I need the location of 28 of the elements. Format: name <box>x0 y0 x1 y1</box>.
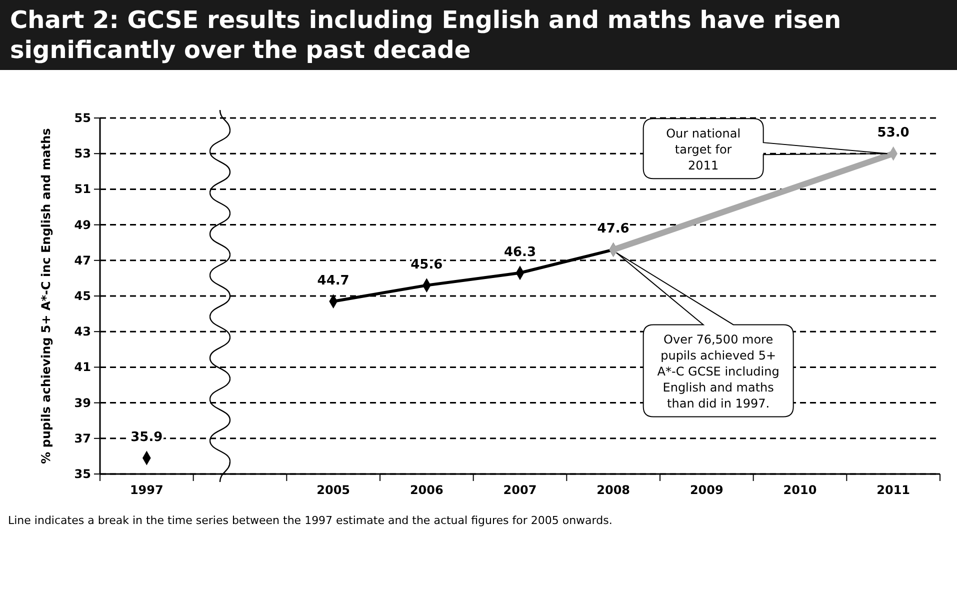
x-tick-label: 2007 <box>503 483 537 497</box>
data-label: 53.0 <box>877 126 910 141</box>
y-tick-label: 43 <box>74 324 91 339</box>
annotation: Over 76,500 more pupils achieved 5+ A*-C GCSE including English and maths than did in 1997. <box>657 332 780 411</box>
chart-title: Chart 2: GCSE results including English and maths have risen significantly over the past decade <box>10 6 842 64</box>
y-tick-label: 41 <box>74 360 91 374</box>
y-axis-title: % pupils achieving 5+ A*-C inc English and maths <box>39 128 53 464</box>
data-label: 46.3 <box>504 244 536 260</box>
annotation: Our national target for 2011 <box>666 126 741 173</box>
y-tick-label: 47 <box>74 253 91 268</box>
x-tick-label: 2006 <box>410 483 444 497</box>
x-tick-label: 2005 <box>316 483 350 497</box>
y-tick-label: 45 <box>74 289 91 303</box>
x-tick-label: 2008 <box>596 483 630 497</box>
text: Line indicates a break in the time series between the 1997 estimate and the actual figures for 2005 onwards. <box>8 514 612 527</box>
x-tick-label: 2011 <box>876 483 910 497</box>
y-tick-label: 37 <box>74 431 91 446</box>
data-label: 44.7 <box>317 273 350 288</box>
y-tick-label: 35 <box>74 467 91 481</box>
y-tick-label: 39 <box>74 396 91 410</box>
y-tick-label: 53 <box>74 146 91 161</box>
y-tick-label: 49 <box>74 218 91 232</box>
data-label: 45.6 <box>410 257 443 272</box>
y-tick-label: 51 <box>74 182 91 196</box>
y-tick-label: 55 <box>74 111 91 125</box>
x-tick-label: 1997 <box>130 483 164 497</box>
x-tick-label: 2010 <box>783 483 817 497</box>
x-tick-label: 2009 <box>690 483 724 497</box>
